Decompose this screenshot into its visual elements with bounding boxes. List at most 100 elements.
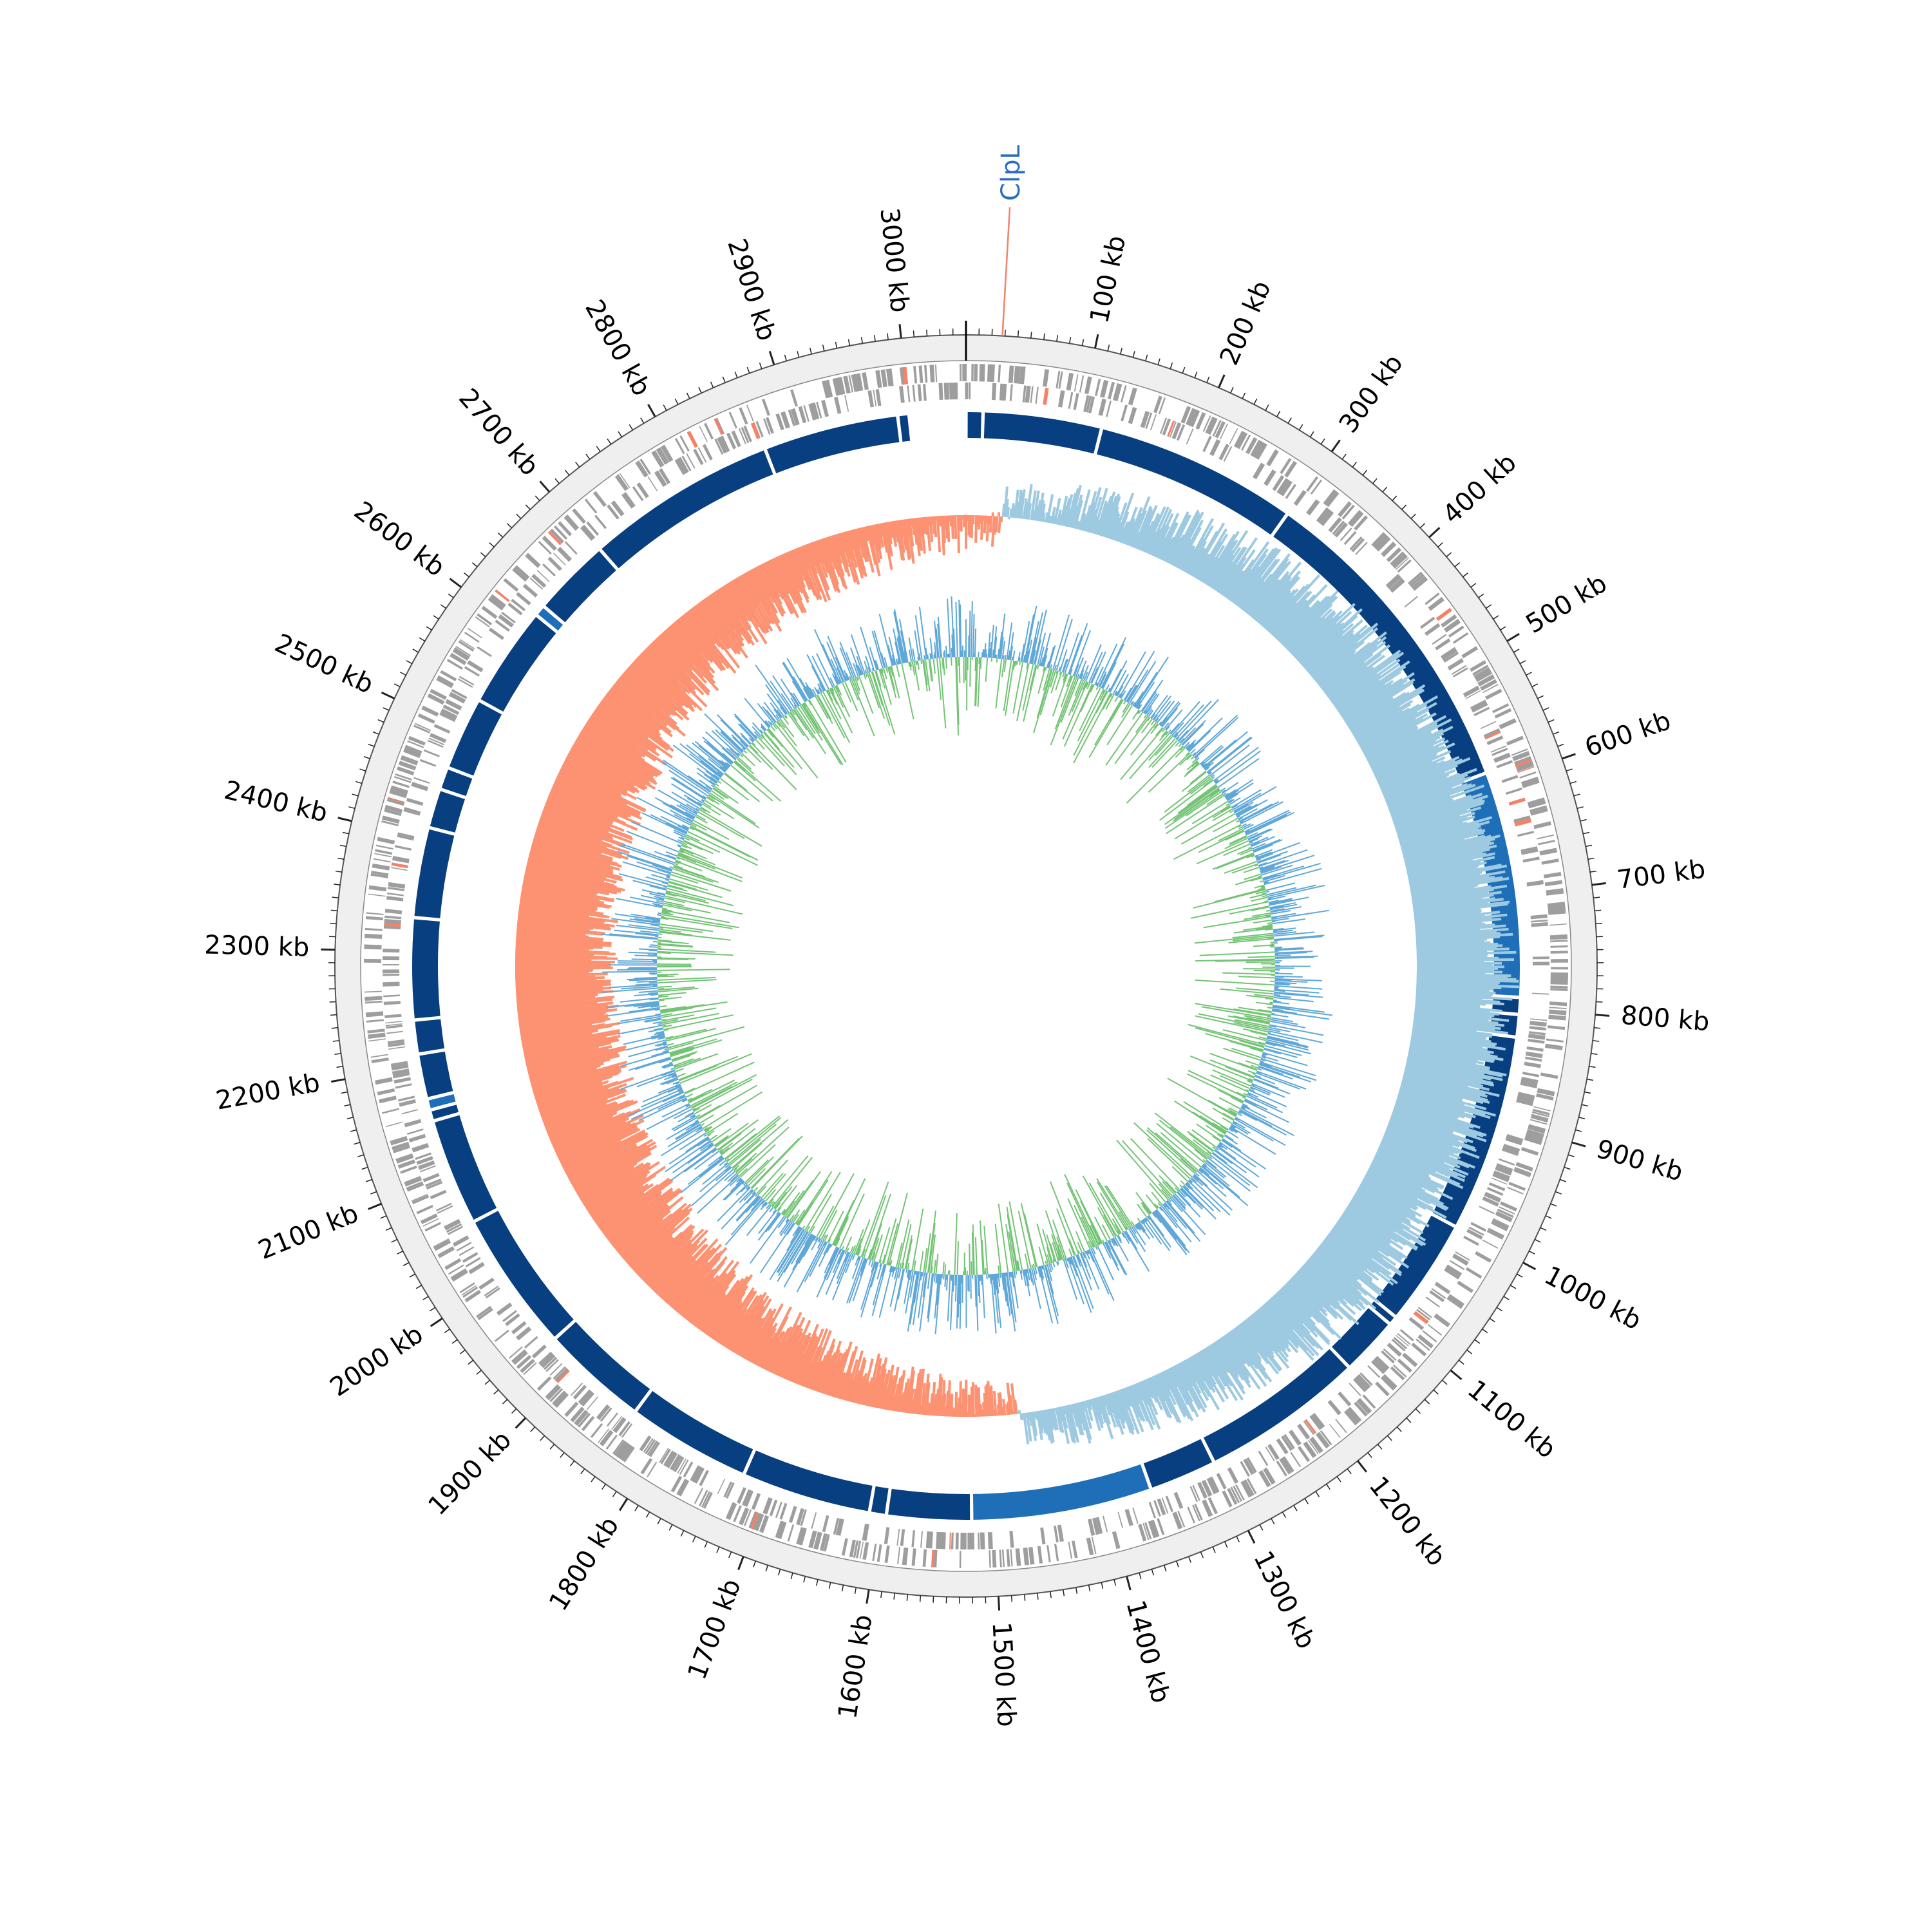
gc-content-bar: [1068, 1257, 1073, 1265]
gc-content-bar: [709, 792, 756, 824]
feature-block: [1550, 975, 1568, 979]
gc-content-bar: [1186, 1181, 1191, 1186]
gc-content-bar: [1229, 1126, 1276, 1155]
gc-skew-bar: [756, 1336, 773, 1367]
gc-content-bar: [1015, 661, 1018, 665]
feature-block: [1187, 1506, 1195, 1524]
gc-content-bar: [1120, 690, 1126, 699]
gc-skew-bar: [687, 610, 716, 645]
gc-skew-bar: [1048, 515, 1053, 524]
feature-block: [1350, 511, 1364, 527]
gc-content-bar: [813, 629, 840, 685]
gc-skew-bar: [592, 1186, 640, 1220]
feature-block: [393, 776, 412, 783]
gc-content-bar: [661, 912, 674, 916]
gc-content-bar: [1267, 897, 1272, 900]
gc-skew-bar: [1409, 1043, 1495, 1062]
gc-content-bar: [1099, 689, 1106, 701]
gc-content-bar: [675, 1068, 684, 1072]
gc-content-bar: [690, 1086, 732, 1108]
feature-block: [1473, 667, 1491, 679]
feature-block: [459, 639, 475, 650]
gc-skew-bar: [632, 1234, 673, 1271]
gc-content-bar: [730, 1179, 744, 1192]
feature-block: [1328, 1399, 1341, 1416]
gc-skew-bar: [1413, 1018, 1495, 1032]
gc-content-bar: [1228, 938, 1274, 943]
gc-content-bar: [1264, 900, 1269, 903]
gc-skew-bar: [1350, 684, 1426, 732]
gc-skew-bar: [1390, 794, 1451, 818]
gc-skew-bar: [1354, 1193, 1403, 1224]
gc-skew-bar: [1052, 515, 1056, 524]
gc-content-bar: [699, 1165, 731, 1193]
gc-skew-bar: [1175, 1364, 1201, 1410]
gc-content-bar: [849, 679, 859, 701]
feature-block: [511, 1349, 527, 1363]
gc-skew-bar: [659, 634, 692, 670]
gc-skew-bar: [1057, 515, 1063, 526]
gc-skew-bar: [814, 540, 825, 564]
gc-skew-bar: [827, 536, 846, 587]
gc-skew-bar: [1271, 1295, 1323, 1350]
gc-content-bar: [1246, 854, 1255, 858]
gc-skew-bar: [1194, 1353, 1226, 1403]
gc-skew-bar: [1250, 571, 1290, 618]
feature-block: [370, 873, 388, 878]
gc-skew-bar: [766, 560, 795, 614]
gc-content-bar: [697, 811, 745, 839]
gc-content-bar: [681, 1098, 687, 1102]
gc-content-bar: [1004, 654, 1007, 659]
gc-skew-bar: [844, 531, 855, 560]
gc-content-bar: [678, 1056, 739, 1081]
gc-skew-bar: [664, 1258, 705, 1303]
gc-skew-bar: [1326, 665, 1368, 697]
gc-skew-bar: [750, 569, 776, 612]
feature-block: [725, 1482, 735, 1499]
gc-skew-bar: [994, 516, 999, 533]
gc-content-bar: [1166, 795, 1224, 835]
feature-block: [1024, 1547, 1030, 1566]
gc-content-bar: [749, 744, 759, 754]
gc-skew-bar: [642, 650, 681, 688]
gc-content-bar: [1105, 694, 1115, 710]
gc-skew-bar: [723, 584, 749, 622]
gc-skew-bar: [553, 781, 632, 818]
feature-block: [1316, 507, 1330, 523]
gc-content-bar: [724, 1199, 765, 1245]
gc-skew-bar: [547, 1099, 630, 1135]
gc-skew-bar: [1222, 549, 1256, 596]
gc-skew-bar: [1387, 773, 1468, 807]
gc-content-bar: [769, 1227, 803, 1280]
gc-skew-bar: [1354, 710, 1403, 740]
gc-skew-bar: [705, 596, 736, 639]
contig-segment: [746, 1450, 873, 1511]
gc-skew-bar: [916, 1374, 923, 1415]
gc-skew-bar: [876, 1368, 887, 1408]
gc-content-bar: [686, 744, 724, 775]
feature-block: [922, 384, 927, 401]
gc-content-bar: [1258, 1041, 1265, 1045]
feature-block: [1354, 1401, 1368, 1417]
gc-content-bar: [697, 801, 703, 806]
gc-content-bar: [1247, 832, 1258, 838]
gc-skew-bar: [748, 1317, 775, 1363]
gc-skew-bar: [1155, 1374, 1180, 1423]
gc-skew-bar: [1325, 1236, 1368, 1271]
gc-content-bar: [1267, 1035, 1300, 1045]
gc-skew-bar: [1411, 884, 1479, 897]
gc-content-bar: [1157, 1202, 1162, 1207]
feature-block: [1417, 1336, 1432, 1349]
gc-content-bar: [1196, 840, 1249, 865]
gc-content-bar: [1189, 770, 1207, 784]
gc-content-bar: [1208, 1157, 1251, 1192]
gc-content-bar: [638, 1097, 687, 1121]
gc-content-bar: [743, 750, 747, 754]
gc-skew-bar: [1009, 1394, 1014, 1415]
gc-content-bar: [739, 740, 748, 748]
gc-content-bar: [626, 978, 658, 981]
gc-skew-bar: [687, 1282, 718, 1321]
gc-skew-bar: [1410, 1041, 1498, 1059]
gc-skew-bar: [612, 685, 672, 734]
gc-skew-bar: [533, 837, 596, 858]
